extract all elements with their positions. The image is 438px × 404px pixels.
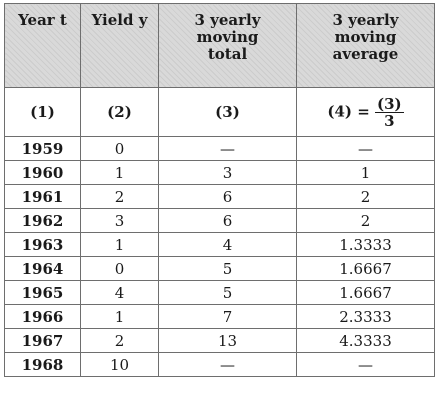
cell-year: 1959 — [4, 136, 81, 161]
column-number-4-prefix: (4) = — [327, 102, 370, 120]
cell-moving-average: 1 — [296, 160, 435, 185]
cell-year: 1961 — [4, 184, 81, 209]
table-row: 1960 1 3 1 — [4, 160, 435, 185]
cell-moving-total: 13 — [158, 328, 297, 353]
moving-average-table-container: Year t Yield y 3 yearly moving total 3 y… — [4, 3, 435, 401]
cell-moving-total: 6 — [158, 208, 297, 233]
column-number-4: (4) = (3) 3 — [296, 87, 435, 137]
cell-moving-average: — — [296, 136, 435, 161]
table-body: 1959 0— —1960 1 3 1 1961 2 6 2 1962 3 6 2 1963 1 4 1.3333… — [4, 136, 435, 377]
cell-yield: 2 — [80, 328, 159, 353]
cell-moving-total: 5 — [158, 256, 297, 281]
cell-yield: 3 — [80, 208, 159, 233]
cell-moving-average: 1.6667 — [296, 280, 435, 305]
cell-yield: 0 — [80, 136, 159, 161]
cell-moving-total: — — [158, 136, 297, 161]
moving-average-table: Year t Yield y 3 yearly moving total 3 y… — [4, 3, 435, 377]
header-average-line-2: moving — [334, 28, 397, 46]
header-yield: Yield y — [80, 3, 159, 88]
column-number-row: (1) (2) (3) (4) = (3) 3 — [4, 87, 435, 137]
fraction-numerator: (3) — [375, 94, 404, 113]
cell-moving-average: 2 — [296, 208, 435, 233]
table-row: 1964 0 5 1.6667 — [4, 256, 435, 281]
cell-yield: 1 — [80, 160, 159, 185]
cell-moving-average: 2.3333 — [296, 304, 435, 329]
cell-yield: 1 — [80, 304, 159, 329]
header-year-line: Year t — [18, 11, 67, 29]
table-row: 1959 0— — — [4, 136, 435, 161]
table-row: 1963 1 4 1.3333 — [4, 232, 435, 257]
cell-yield: 4 — [80, 280, 159, 305]
header-average-line-3: average — [332, 45, 399, 63]
cell-yield: 1 — [80, 232, 159, 257]
table-row: 1967 2 13 4.3333 — [4, 328, 435, 353]
header-moving-average: 3 yearly moving average — [296, 3, 435, 88]
table-row: 1962 3 6 2 — [4, 208, 435, 233]
cell-year: 1966 — [4, 304, 81, 329]
fraction-denominator: 3 — [384, 111, 395, 130]
cell-year: 1962 — [4, 208, 81, 233]
header-total-line-1: 3 yearly — [194, 11, 261, 29]
cell-moving-total: — — [158, 352, 297, 377]
table-row: 1965 4 5 1.6667 — [4, 280, 435, 305]
header-total-line-3: total — [207, 45, 248, 63]
cell-moving-average: 2 — [296, 184, 435, 209]
cell-year: 1965 — [4, 280, 81, 305]
table-row: 1966 1 7 2.3333 — [4, 304, 435, 329]
table-row: 1961 2 6 2 — [4, 184, 435, 209]
cell-moving-average: 4.3333 — [296, 328, 435, 353]
header-yield-line: Yield y — [91, 11, 148, 29]
cell-moving-total: 7 — [158, 304, 297, 329]
header-row: Year t Yield y 3 yearly moving total 3 y… — [4, 3, 435, 88]
cell-moving-average: 1.6667 — [296, 256, 435, 281]
cell-moving-total: 3 — [158, 160, 297, 185]
cell-year: 1960 — [4, 160, 81, 185]
cell-year: 1963 — [4, 232, 81, 257]
cell-yield: 2 — [80, 184, 159, 209]
header-moving-total: 3 yearly moving total — [158, 3, 297, 88]
cell-year: 1964 — [4, 256, 81, 281]
cell-moving-total: 4 — [158, 232, 297, 257]
column-number-1: (1) — [4, 87, 81, 137]
cell-moving-total: 5 — [158, 280, 297, 305]
cell-moving-total: 6 — [158, 184, 297, 209]
cell-moving-average: 1.3333 — [296, 232, 435, 257]
header-total-line-2: moving — [196, 28, 259, 46]
cell-year: 1968 — [4, 352, 81, 377]
cell-moving-average: — — [296, 352, 435, 377]
header-year: Year t — [4, 3, 81, 88]
table-row: 1968 10— — — [4, 352, 435, 377]
fraction: (3) 3 — [375, 96, 404, 129]
header-average-line-1: 3 yearly — [332, 11, 399, 29]
column-number-3: (3) — [158, 87, 297, 137]
cell-yield: 10 — [80, 352, 159, 377]
cell-year: 1967 — [4, 328, 81, 353]
cell-yield: 0 — [80, 256, 159, 281]
column-number-2: (2) — [80, 87, 159, 137]
